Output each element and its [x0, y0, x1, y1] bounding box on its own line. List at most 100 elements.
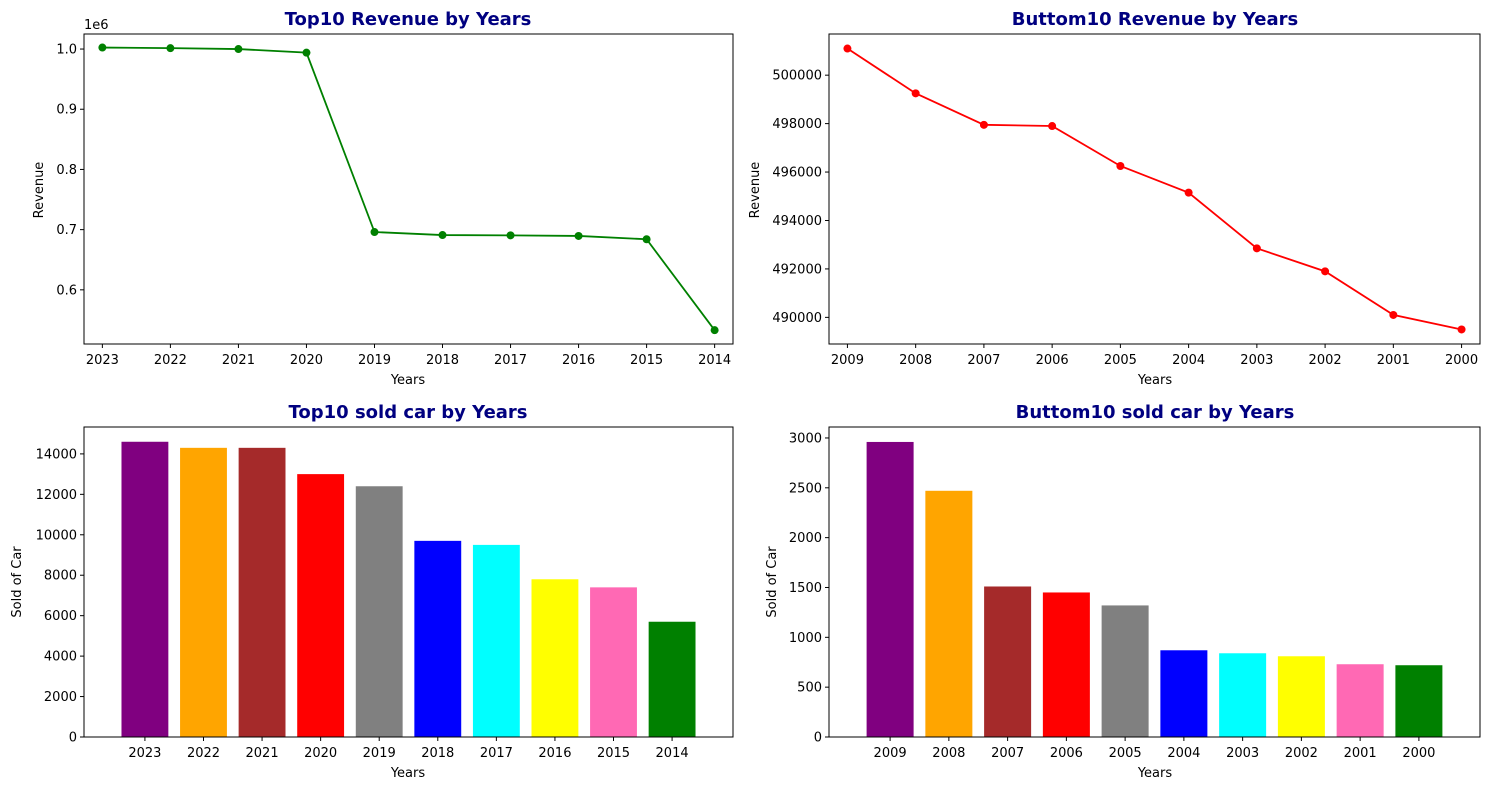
x-tick-label: 2018	[426, 353, 459, 368]
x-tick-label: 2022	[187, 746, 220, 761]
x-tick-label: 2021	[222, 353, 255, 368]
data-point	[911, 89, 920, 98]
axes-frame	[828, 426, 1481, 738]
y-tick-label: 0.7	[56, 223, 77, 238]
x-tick-label: 2003	[1240, 353, 1273, 368]
y-tick-label: 1000	[789, 631, 822, 646]
data-point	[642, 235, 651, 244]
y-tick-label: 0.9	[56, 103, 77, 118]
x-tick-label: 2003	[1226, 746, 1259, 761]
y-axis-label: Revenue	[32, 162, 47, 219]
x-tick-label: 2006	[1036, 353, 1069, 368]
bar	[121, 441, 169, 737]
axes-frame	[83, 33, 734, 345]
y-tick-label: 4000	[44, 650, 77, 665]
x-tick-label: 2009	[831, 353, 864, 368]
y-tick-label: 492000	[772, 262, 822, 277]
y-tick-label: 500	[797, 681, 822, 696]
y-tick-label: 496000	[772, 166, 822, 181]
x-tick-label: 2015	[630, 353, 663, 368]
bar	[925, 490, 973, 737]
x-tick-label: 2002	[1285, 746, 1318, 761]
x-tick-label: 2007	[967, 353, 1000, 368]
bar	[1160, 650, 1208, 737]
x-tick-label: 2005	[1109, 746, 1142, 761]
x-tick-label: 2001	[1377, 353, 1410, 368]
y-tick-label: 2000	[44, 690, 77, 705]
data-point	[1184, 188, 1193, 197]
x-axis-label: Years	[1137, 373, 1173, 388]
x-tick-label: 2000	[1402, 746, 1435, 761]
x-tick-label: 2018	[421, 746, 454, 761]
bar	[866, 441, 914, 737]
chart-title: Buttom10 Revenue by Years	[1012, 9, 1299, 30]
x-tick-label: 2014	[698, 353, 731, 368]
y-tick-label: 1500	[789, 581, 822, 596]
x-axis-label: Years	[390, 766, 426, 781]
bottom10-revenue-chart: Buttom10 Revenue by Years Years Revenue …	[748, 9, 1481, 388]
x-tick-label: 2019	[358, 353, 391, 368]
y-tick-label: 0	[69, 731, 77, 746]
x-tick-label: 2004	[1167, 746, 1200, 761]
series-line	[102, 46, 716, 331]
data-point	[574, 231, 583, 240]
x-tick-label: 2016	[562, 353, 595, 368]
x-tick-label: 2015	[597, 746, 630, 761]
y-tick-label: 12000	[36, 488, 77, 503]
data-point	[506, 231, 515, 240]
x-tick-label: 2023	[128, 746, 161, 761]
x-tick-label: 2002	[1309, 353, 1342, 368]
data-point	[1048, 122, 1057, 131]
x-tick-label: 2022	[154, 353, 187, 368]
x-tick-label: 2020	[304, 746, 337, 761]
y-tick-label: 490000	[772, 311, 822, 326]
x-tick-label: 2014	[656, 746, 689, 761]
data-point	[98, 43, 107, 52]
x-tick-label: 2005	[1104, 353, 1137, 368]
y-tick-label: 494000	[772, 214, 822, 229]
chart-title: Buttom10 sold car by Years	[1016, 402, 1295, 423]
x-tick-label: 2000	[1445, 353, 1478, 368]
data-point	[710, 326, 719, 335]
top10-revenue-chart: Top10 Revenue by Years Years Revenue 1e6…	[32, 9, 734, 388]
data-point	[979, 120, 988, 129]
data-point	[1457, 325, 1466, 334]
bar	[297, 474, 345, 737]
data-point	[1321, 267, 1330, 276]
x-tick-label: 2007	[991, 746, 1024, 761]
data-point	[843, 44, 852, 53]
bar	[648, 621, 696, 737]
y-axis-label: Sold of Car	[10, 546, 25, 618]
data-point	[1252, 244, 1261, 253]
data-point	[234, 45, 243, 54]
bar	[472, 544, 520, 737]
x-tick-label: 2021	[246, 746, 279, 761]
x-tick-label: 2023	[86, 353, 119, 368]
data-point	[302, 48, 311, 57]
y-tick-label: 14000	[36, 447, 77, 462]
bar	[531, 579, 579, 737]
bar	[1336, 664, 1384, 737]
x-tick-label: 2009	[874, 746, 907, 761]
data-point	[1389, 310, 1398, 319]
bottom10-sold-chart: Buttom10 sold car by Years Years Sold of…	[765, 402, 1481, 781]
data-point	[370, 228, 379, 237]
bar	[1101, 605, 1149, 737]
data-point	[438, 231, 447, 240]
y-axis-label: Revenue	[748, 162, 763, 219]
data-point	[166, 44, 175, 53]
x-tick-label: 2006	[1050, 746, 1083, 761]
bar	[1042, 592, 1090, 737]
y-tick-label: 3000	[789, 431, 822, 446]
y-tick-label: 2000	[789, 531, 822, 546]
y-tick-label: 10000	[36, 528, 77, 543]
y-tick-label: 498000	[772, 117, 822, 132]
top10-sold-chart: Top10 sold car by Years Years Sold of Ca…	[10, 402, 734, 781]
x-tick-label: 2020	[290, 353, 323, 368]
y-tick-label: 8000	[44, 569, 77, 584]
y-tick-label: 1.0	[56, 43, 77, 58]
bar	[414, 540, 462, 737]
data-point	[1116, 161, 1125, 170]
y-scale-label: 1e6	[84, 18, 109, 33]
